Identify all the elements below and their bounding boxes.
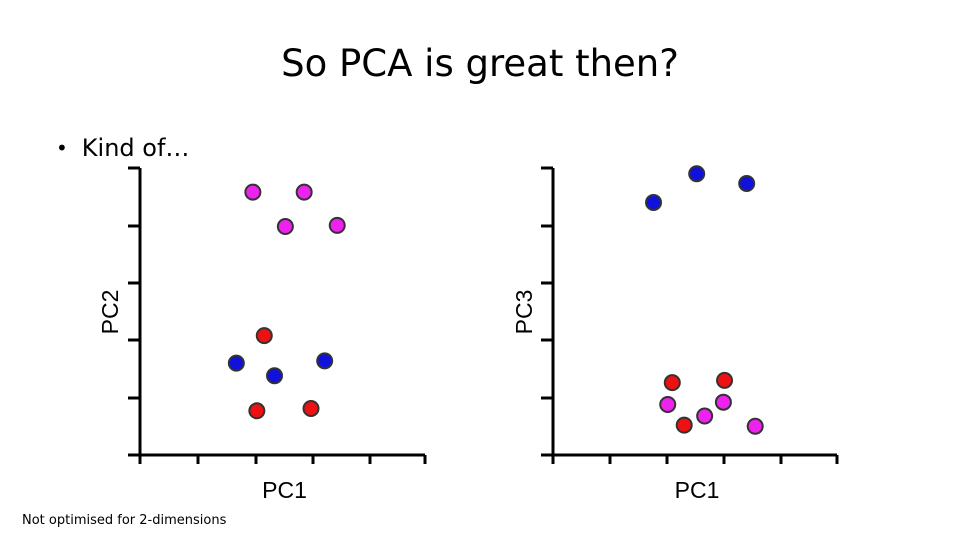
data-point-red xyxy=(675,416,693,434)
data-point-red xyxy=(255,327,273,345)
data-point-magenta xyxy=(659,395,677,413)
bullet-dot-icon: • xyxy=(56,136,68,160)
data-point-magenta xyxy=(328,216,346,234)
data-point-blue xyxy=(688,165,706,183)
data-point-magenta xyxy=(244,183,262,201)
y-axis-label: PC2 xyxy=(97,290,123,335)
data-point-magenta xyxy=(746,417,764,435)
data-point-magenta xyxy=(696,407,714,425)
scatter-plot-pc1-pc2: PC1 PC2 xyxy=(97,166,427,503)
data-point-red xyxy=(248,402,266,420)
x-axis-label: PC1 xyxy=(262,477,307,503)
x-axis-label: PC1 xyxy=(675,477,720,503)
y-axis-label: PC3 xyxy=(511,290,537,335)
data-point-red xyxy=(663,374,681,392)
bullet-text: Kind of… xyxy=(81,134,190,162)
data-point-red xyxy=(716,371,734,389)
data-point-magenta xyxy=(276,218,294,236)
bullet-item: • Kind of… xyxy=(56,134,189,162)
data-point-blue xyxy=(738,174,756,192)
slide-title: So PCA is great then? xyxy=(281,42,679,85)
data-point-blue xyxy=(266,367,284,385)
data-point-magenta xyxy=(295,183,313,201)
data-point-blue xyxy=(316,352,334,370)
data-point-blue xyxy=(645,193,663,211)
data-point-blue xyxy=(227,354,245,372)
scatter-plot-pc1-pc3: PC1 PC3 xyxy=(511,165,839,503)
data-point-magenta xyxy=(714,393,732,411)
footnote: Not optimised for 2-dimensions xyxy=(22,513,227,528)
data-point-red xyxy=(302,400,320,418)
